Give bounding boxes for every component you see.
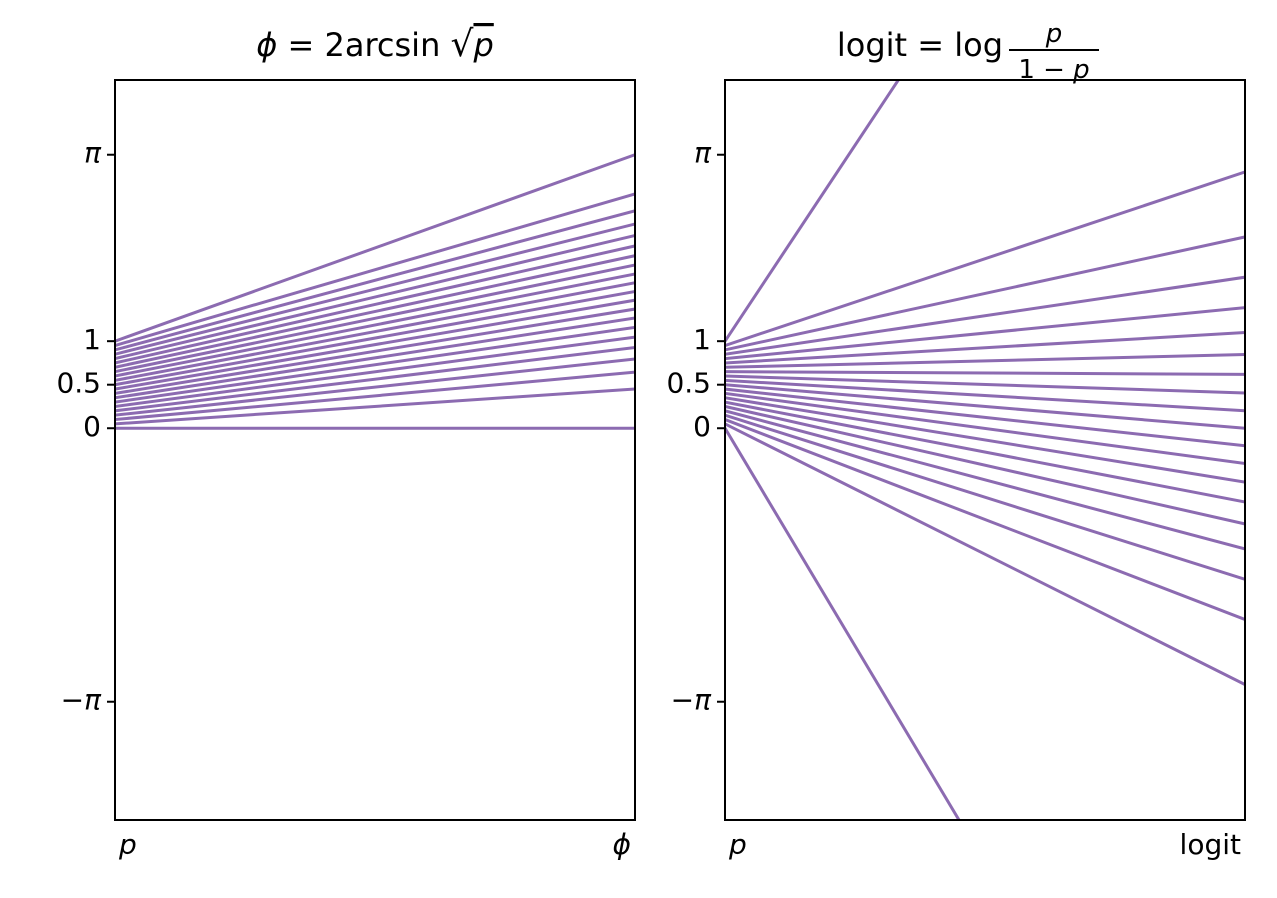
y-tick-label: 0.5 (666, 367, 711, 400)
panel-right: π 1 0.5 0 −π p logit logit = log p 1 − p (0, 0, 1277, 898)
lines-right (0, 0, 1277, 898)
y-tick-label: 0 (83, 410, 101, 443)
figure-svg: π 1 0.5 0 −π p ϕ ϕ = 2arcsin √p π 1 0.5 0 −π p logit lo… (0, 0, 1277, 898)
data-line (0, 12, 1277, 665)
frac-num: p (1045, 19, 1063, 49)
data-line (0, 0, 1277, 898)
y-tick-label: 1 (693, 323, 711, 356)
figure-container: π 1 0.5 0 −π p ϕ ϕ = 2arcsin √p π 1 0.5 0 −π p logit lo… (0, 0, 1277, 898)
x-left-label-left: p (118, 828, 137, 861)
y-tick-label: π (694, 137, 712, 170)
frac-den: 1 − p (1018, 55, 1089, 85)
axis-border-left (115, 80, 635, 820)
data-line (0, 0, 1277, 898)
x-right-label-right: logit (1180, 828, 1241, 861)
y-tick-label: −π (671, 684, 712, 717)
data-line (0, 0, 1277, 898)
svg-text:logit = log: logit = log (837, 26, 1003, 64)
data-line (0, 54, 1277, 876)
y-tick-label: π (84, 137, 102, 170)
data-line (0, 46, 1277, 585)
data-line (0, 0, 1277, 866)
y-tick-label: −π (61, 684, 102, 717)
x-right-label-left: ϕ (613, 828, 631, 861)
data-line (0, 0, 1277, 767)
panel-left: π 1 0.5 0 −π p ϕ ϕ = 2arcsin √p (0, 0, 1277, 898)
x-left-label-right: p (728, 828, 747, 861)
data-line (0, 0, 1277, 702)
y-tick-label: 0.5 (56, 367, 101, 400)
data-line (0, 103, 1277, 802)
data-line (0, 0, 1277, 898)
data-line (0, 241, 1277, 454)
y-tick-label: 1 (83, 323, 101, 356)
panel-title-right: logit = log p 1 − p (837, 19, 1099, 85)
data-line (0, 145, 1277, 736)
panel-title-left: ϕ = 2arcsin √p (256, 24, 494, 65)
lines-left (0, 0, 1277, 898)
data-line (0, 0, 1277, 728)
data-line (0, 0, 1277, 898)
data-line (0, 0, 1277, 898)
data-line (0, 0, 1277, 898)
data-line (0, 155, 1277, 512)
y-tick-label: 0 (693, 410, 711, 443)
